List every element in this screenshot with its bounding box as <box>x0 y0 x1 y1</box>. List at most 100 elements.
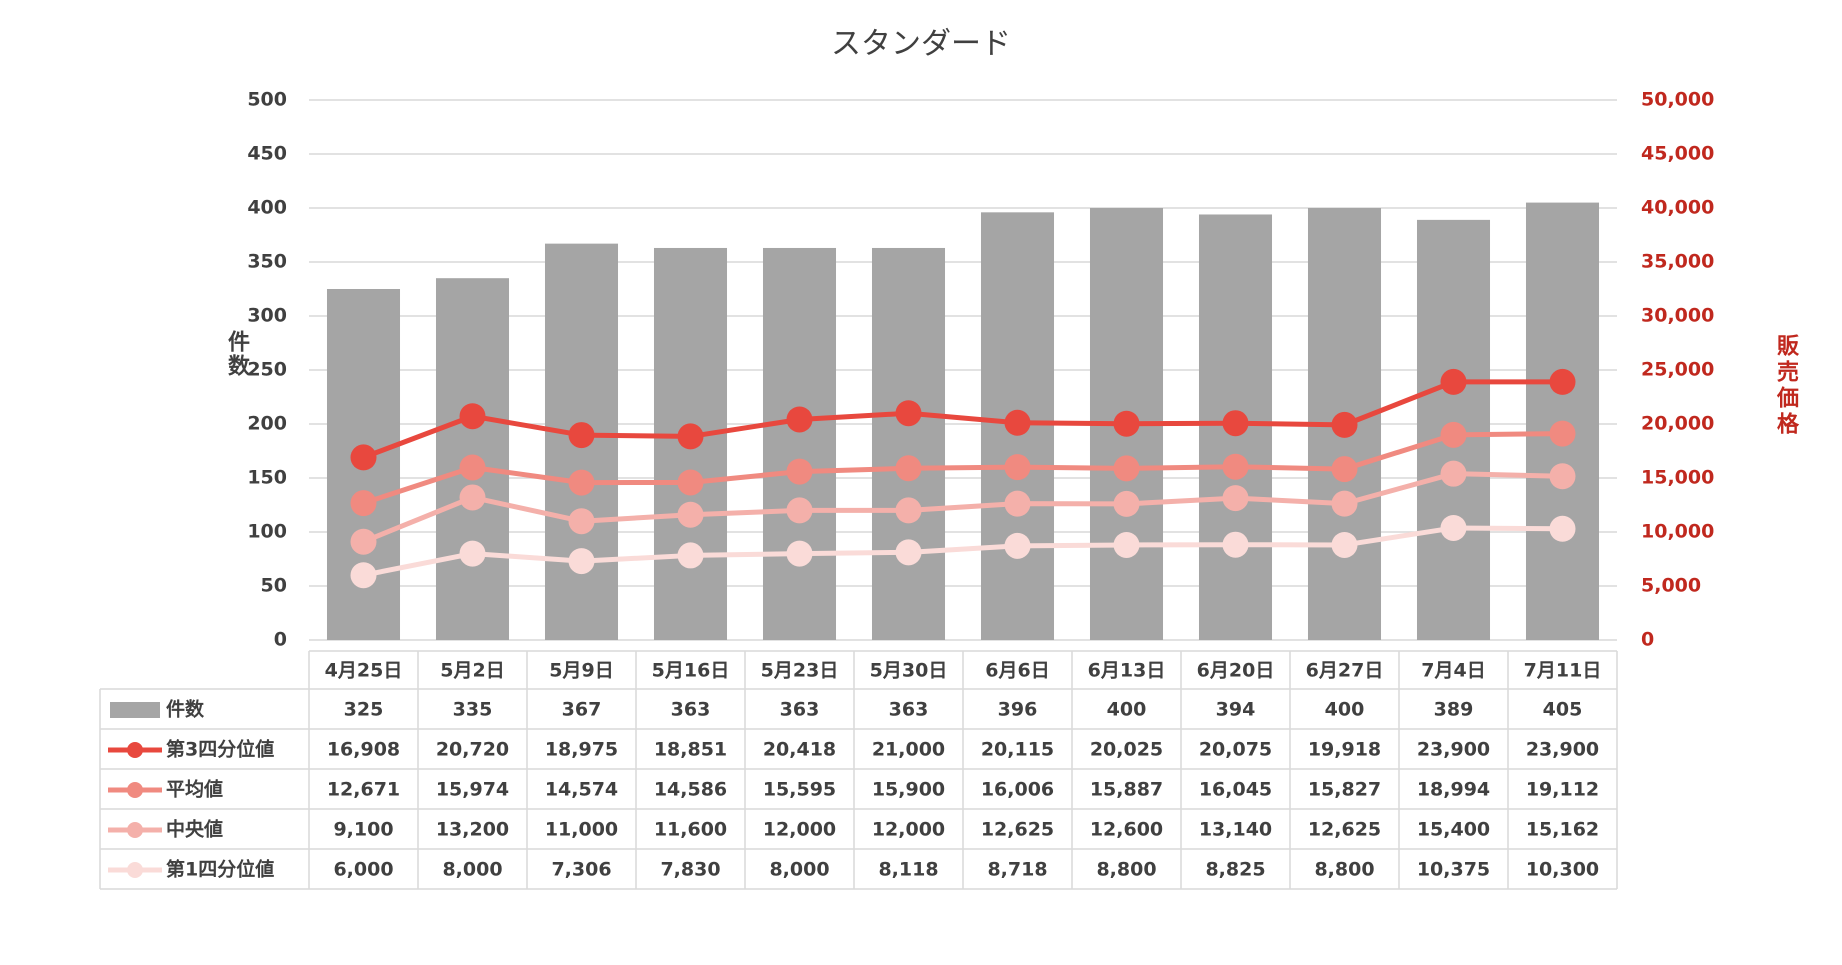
y-tick-label: 50 <box>261 575 287 597</box>
y2-tick-label: 50,000 <box>1641 89 1714 111</box>
marker <box>459 540 486 567</box>
table-value: 20,075 <box>1199 739 1272 761</box>
table-value: 8,718 <box>987 859 1047 881</box>
marker <box>786 458 813 485</box>
table-value: 363 <box>889 699 929 721</box>
marker <box>786 497 813 524</box>
legend-label: 第1四分位値 <box>166 858 274 881</box>
table-value: 20,115 <box>981 739 1054 761</box>
marker <box>1113 455 1140 482</box>
y-tick-label: 250 <box>247 359 287 381</box>
table-value: 405 <box>1543 699 1583 721</box>
table-value: 363 <box>780 699 820 721</box>
legend-marker <box>127 782 143 798</box>
table-value: 12,000 <box>872 819 945 841</box>
marker <box>677 542 704 569</box>
marker <box>1440 514 1467 541</box>
marker <box>677 501 704 528</box>
legend-label: 件数 <box>166 698 205 721</box>
x-tick-label: 4月25日 <box>325 660 403 682</box>
y2-tick-label: 15,000 <box>1641 467 1714 489</box>
marker <box>1440 460 1467 487</box>
y-tick-label: 350 <box>247 251 287 273</box>
chart-title: スタンダード <box>831 27 1011 62</box>
marker <box>459 454 486 481</box>
table-value: 400 <box>1107 699 1147 721</box>
marker <box>895 400 922 427</box>
marker <box>568 508 595 535</box>
table-value: 10,375 <box>1417 859 1490 881</box>
table-value: 400 <box>1325 699 1365 721</box>
bar <box>762 247 837 640</box>
y2-tick-label: 30,000 <box>1641 305 1714 327</box>
y-tick-label: 150 <box>247 467 287 489</box>
table-value: 15,887 <box>1090 779 1163 801</box>
x-tick-label: 7月4日 <box>1421 660 1485 682</box>
marker <box>677 469 704 496</box>
marker <box>1440 368 1467 395</box>
legend-label: 平均値 <box>166 778 223 801</box>
legend-marker <box>127 742 143 758</box>
y2-tick-label: 25,000 <box>1641 359 1714 381</box>
table-value: 21,000 <box>872 739 945 761</box>
table-value: 13,200 <box>436 819 509 841</box>
table-value: 16,006 <box>981 779 1054 801</box>
y-tick-label: 100 <box>247 521 287 543</box>
y2-tick-label: 45,000 <box>1641 143 1714 165</box>
table-value: 8,825 <box>1205 859 1265 881</box>
marker <box>1222 531 1249 558</box>
table-value: 7,306 <box>551 859 611 881</box>
marker <box>1549 515 1576 542</box>
x-tick-label: 7月11日 <box>1524 660 1602 682</box>
table-value: 12,600 <box>1090 819 1163 841</box>
table-value: 19,112 <box>1526 779 1599 801</box>
marker <box>1331 490 1358 517</box>
marker <box>1004 490 1031 517</box>
table-value: 14,574 <box>545 779 618 801</box>
legend-label: 中央値 <box>166 818 223 841</box>
table-value: 20,025 <box>1090 739 1163 761</box>
table-value: 15,162 <box>1526 819 1599 841</box>
line <box>362 431 1563 506</box>
table-value: 6,000 <box>333 859 393 881</box>
bar <box>871 247 946 640</box>
marker <box>786 540 813 567</box>
marker <box>1113 410 1140 437</box>
table-value: 10,300 <box>1526 859 1599 881</box>
table-value: 8,000 <box>442 859 502 881</box>
table-value: 11,600 <box>654 819 727 841</box>
legend-marker <box>127 862 143 878</box>
table-value: 15,595 <box>763 779 836 801</box>
x-tick-label: 5月2日 <box>440 660 504 682</box>
marker <box>1440 421 1467 448</box>
y-tick-label: 450 <box>247 143 287 165</box>
table-value: 335 <box>453 699 493 721</box>
table-value: 11,000 <box>545 819 618 841</box>
marker <box>1222 453 1249 480</box>
table-value: 12,671 <box>327 779 400 801</box>
table-value: 15,400 <box>1417 819 1490 841</box>
marker <box>568 469 595 496</box>
marker <box>1113 531 1140 558</box>
marker <box>1331 456 1358 483</box>
marker <box>895 497 922 524</box>
table-value: 16,045 <box>1199 779 1272 801</box>
marker <box>1331 411 1358 438</box>
table-value: 18,994 <box>1417 779 1490 801</box>
marker <box>1331 531 1358 558</box>
table-value: 12,625 <box>981 819 1054 841</box>
x-tick-label: 5月9日 <box>549 660 613 682</box>
marker <box>677 423 704 450</box>
table-value: 394 <box>1216 699 1256 721</box>
marker <box>1549 463 1576 490</box>
table-value: 16,908 <box>327 739 400 761</box>
marker <box>350 444 377 471</box>
legend-marker <box>127 822 143 838</box>
y2-tick-label: 10,000 <box>1641 521 1714 543</box>
marker <box>1549 368 1576 395</box>
table-value: 23,900 <box>1417 739 1490 761</box>
line <box>363 525 1563 578</box>
marker <box>1549 420 1576 447</box>
marker <box>1004 532 1031 559</box>
